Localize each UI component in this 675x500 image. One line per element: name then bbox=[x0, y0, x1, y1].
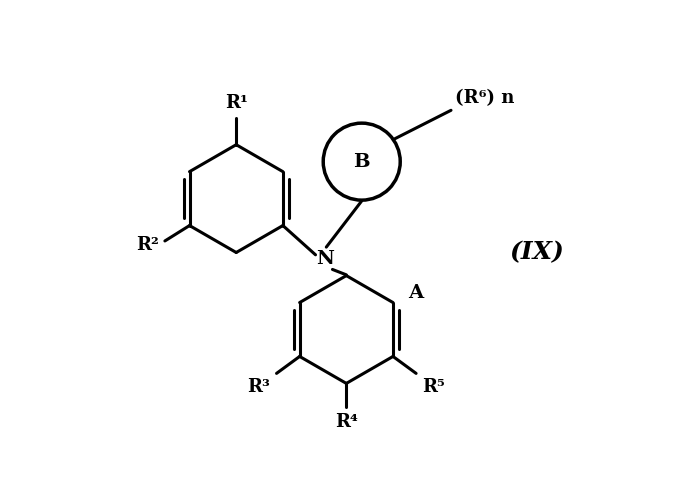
Text: B: B bbox=[354, 152, 370, 170]
Text: R⁵: R⁵ bbox=[423, 378, 445, 396]
Text: R²: R² bbox=[136, 236, 159, 254]
Text: R¹: R¹ bbox=[225, 94, 248, 112]
Text: R³: R³ bbox=[248, 378, 271, 396]
Text: A: A bbox=[408, 284, 423, 302]
Text: (R⁶) n: (R⁶) n bbox=[455, 89, 514, 107]
Text: R⁴: R⁴ bbox=[335, 412, 358, 430]
Text: (IX): (IX) bbox=[509, 240, 564, 264]
Text: N: N bbox=[316, 250, 333, 268]
